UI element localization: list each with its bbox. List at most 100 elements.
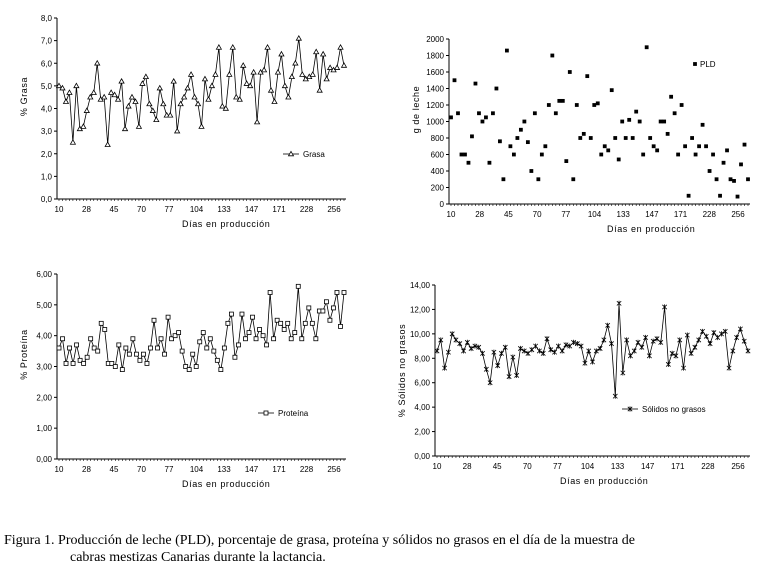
data-point [179, 348, 185, 354]
y-tick-label: 8,0 [41, 14, 53, 23]
data-point [679, 103, 684, 107]
data-point [172, 333, 178, 339]
data-point [80, 123, 87, 129]
x-tick-label: 228 [300, 205, 314, 214]
data-point [665, 361, 671, 367]
data-point [331, 305, 336, 311]
data-point [219, 102, 226, 109]
data-point [173, 127, 181, 134]
data-point [88, 336, 94, 342]
y-tick-label: 1800 [426, 52, 444, 61]
data-point [73, 82, 80, 89]
data-point [658, 119, 663, 124]
data-point [464, 339, 470, 346]
y-tick-label: 10,00 [410, 330, 431, 339]
data-point [177, 100, 184, 107]
x-tick-label: 45 [110, 205, 119, 214]
y-tick-label: 8,00 [414, 354, 430, 363]
x-axis-label: Días en producción [560, 476, 648, 486]
data-point [98, 320, 104, 326]
data-point [84, 354, 90, 360]
data-point [681, 365, 687, 371]
data-point [539, 152, 544, 157]
data-point [151, 317, 157, 323]
y-tick-label: 3,00 [36, 363, 52, 372]
data-point [627, 353, 633, 359]
y-tick-label: 1,0 [41, 172, 53, 181]
data-point [683, 144, 688, 149]
data-point [480, 119, 485, 124]
data-point [697, 144, 701, 149]
data-point [278, 320, 284, 326]
data-point [586, 348, 592, 354]
data-point [620, 370, 626, 376]
data-point [468, 345, 474, 352]
data-point [197, 339, 203, 345]
data-point [236, 342, 241, 348]
data-point [264, 342, 269, 348]
legend: Proteína [258, 409, 309, 418]
y-axis-label: g de leche [411, 86, 421, 134]
data-point [74, 342, 79, 348]
x-tick-label: 45 [504, 210, 513, 219]
data-point [222, 105, 230, 111]
data-point [648, 136, 653, 140]
data-point [295, 283, 301, 289]
y-tick-label: 2,00 [36, 393, 52, 402]
data-point [121, 125, 129, 132]
data-point [260, 333, 266, 339]
data-point [109, 361, 115, 366]
x-tick-label: 45 [493, 462, 502, 471]
data-point [616, 157, 621, 162]
data-point [95, 348, 101, 354]
data-point [134, 351, 139, 357]
data-point [162, 351, 167, 357]
x-tick-label: 70 [533, 210, 542, 219]
data-point [207, 336, 213, 342]
data-point [470, 134, 474, 139]
data-point [737, 326, 743, 332]
x-tick-label: 28 [82, 465, 91, 474]
data-point [243, 80, 250, 86]
legend-label: PLD [700, 60, 716, 69]
data-point [501, 177, 506, 182]
data-point [476, 344, 482, 350]
x-tick-label: 147 [645, 210, 659, 219]
data-point [599, 152, 604, 157]
data-point [267, 290, 273, 295]
data-point [87, 93, 94, 100]
data-point [692, 344, 698, 350]
data-point [585, 74, 590, 79]
data-point [153, 116, 160, 123]
x-tick-label: 147 [245, 465, 259, 474]
caption-line-1: Figura 1. Producción de leche (PLD), por… [4, 533, 635, 548]
data-point [563, 342, 569, 348]
data-point [624, 337, 630, 343]
data-point [498, 350, 504, 356]
data-point [704, 144, 708, 149]
data-point [536, 177, 541, 182]
data-point [257, 327, 262, 332]
data-point [253, 118, 261, 125]
y-tick-label: 7,0 [41, 37, 53, 46]
data-point [456, 111, 460, 116]
data-point [158, 336, 164, 342]
data-point [292, 330, 298, 335]
data-point [592, 103, 597, 107]
x-tick-label: 228 [703, 210, 717, 219]
data-point [225, 320, 231, 326]
legend: Sólidos no grasos [622, 405, 706, 414]
data-point [726, 365, 732, 371]
data-point [200, 330, 206, 335]
data-point [582, 360, 588, 366]
data-point [205, 96, 212, 102]
data-point [313, 336, 319, 342]
data-point [609, 88, 614, 93]
data-point [495, 363, 501, 369]
legend-marker [693, 62, 697, 66]
legend-label: Grasa [303, 150, 325, 159]
data-point [69, 139, 77, 145]
data-point [612, 393, 618, 399]
data-point [459, 152, 464, 157]
